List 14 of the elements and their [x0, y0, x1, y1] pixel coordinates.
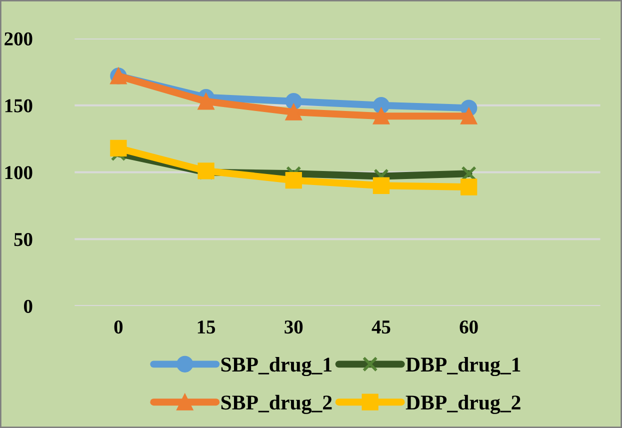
y-tick-label: 200: [4, 32, 32, 46]
y-tick-label: 150: [5, 99, 32, 112]
x-tick-label: 0: [114, 320, 123, 334]
legend-label: DBP_drug_2: [406, 394, 520, 414]
x-tick-label: 45: [372, 320, 390, 334]
x-tick-label: 15: [198, 320, 216, 334]
y-tick-label: 0: [24, 300, 32, 313]
legend-label: SBP_drug_2: [221, 394, 332, 414]
x-tick-label: 30: [284, 320, 303, 334]
y-tick-label: 100: [5, 166, 32, 180]
y-tick-label: 50: [14, 232, 32, 246]
legend-label: SBP_drug_1: [221, 356, 332, 376]
legend-label: DBP_drug_1: [406, 356, 520, 376]
x-tick-label: 60: [460, 320, 478, 334]
